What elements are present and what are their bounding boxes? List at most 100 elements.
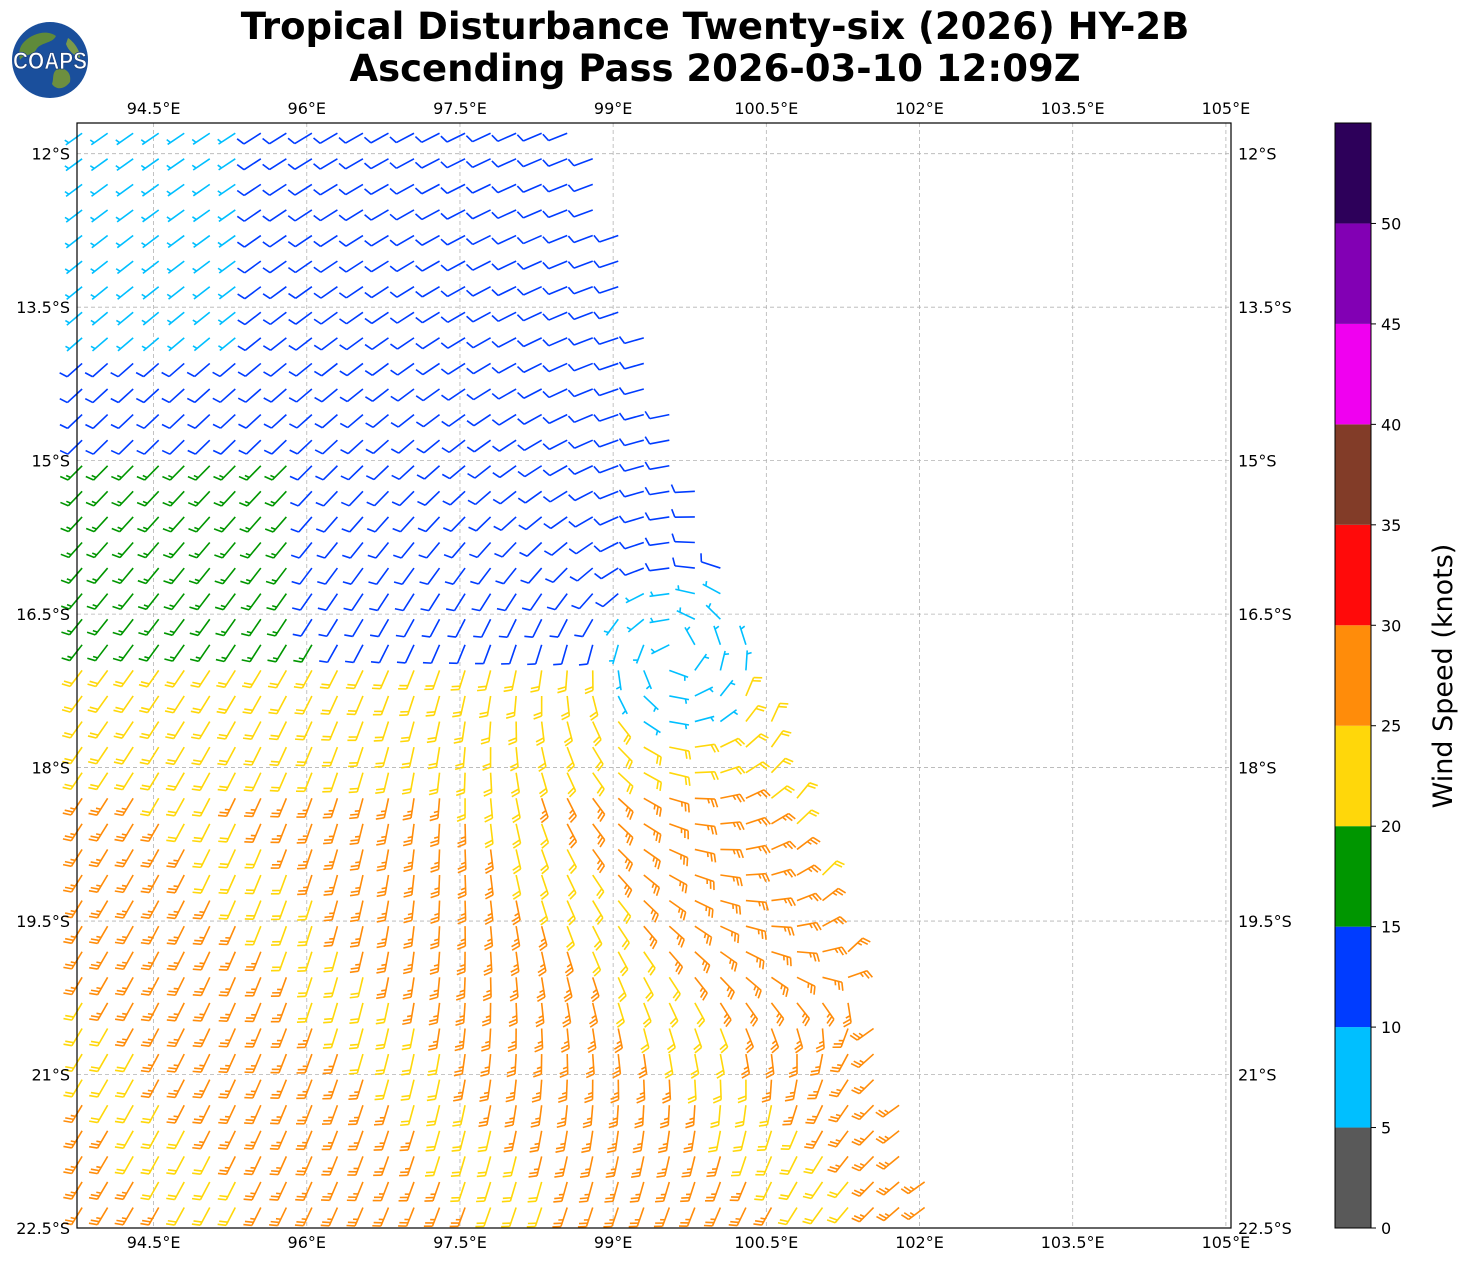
wind-barb-1127 [876,1181,900,1196]
wind-barb-655 [720,793,746,803]
wind-barb-1039 [321,1130,339,1151]
wind-barb-819 [376,951,390,974]
wind-barb-15 [440,132,466,143]
wind-barb-108 [141,260,160,275]
wind-barb-527 [268,695,288,715]
wind-barb-716 [796,836,821,851]
wind-barb-983 [557,1079,568,1104]
wind-barb-1136 [243,1207,262,1227]
wind-barb-917 [507,1028,517,1053]
lat-tick-left-1: 13.5°S [16,298,70,317]
wind-barb-233 [466,388,492,401]
wind-barb-22 [115,158,134,172]
wind-barb-76 [414,209,440,221]
wind-barb-411 [672,557,695,569]
wind-barb-177 [218,337,236,352]
wind-barb-472 [241,644,262,663]
lat-tick-right-1: 13.5°S [1238,298,1292,317]
wind-barb-33 [389,158,415,170]
wind-barb-1057 [780,1130,798,1151]
wind-barb-451 [369,618,390,638]
wind-barb-1161 [876,1206,900,1222]
wind-barb-1060 [851,1130,875,1146]
wind-barb-808 [89,951,109,970]
wind-barb-850 [376,977,390,1000]
wind-barb-588 [427,746,441,770]
lon-tick-bottom-4: 100.5°E [734,1233,798,1252]
wind-barb-1004 [270,1104,288,1125]
wind-barb-127 [64,286,83,301]
lon-ticks-bottom: 94.5°E 96°E 97.5°E 99°E 100.5°E 102°E 103.5°E 1… [127,1233,1250,1252]
wind-barb-739 [643,874,661,896]
wind-barb-528 [294,695,313,715]
wind-barb-778 [89,925,109,945]
wind-barb-1075 [399,1156,415,1177]
wind-barb-1044 [451,1130,466,1152]
wind-barb-1132 [140,1207,160,1226]
lat-tick-right-4: 18°S [1238,759,1277,778]
wind-barb-1047 [529,1130,543,1153]
wind-barb-303 [441,465,466,480]
wind-barb-406 [545,567,568,584]
wind-barb-537 [533,695,543,720]
wind-barb-626 [694,771,719,781]
wind-barb-56 [440,183,466,195]
wind-barb-191 [567,337,594,346]
wind-barb-830 [668,951,684,975]
wind-barb-818 [349,951,364,974]
wind-barb-121 [465,260,491,271]
wind-barb-129 [115,286,134,300]
colorbar-label: Wind Speed (knots) [1428,544,1459,809]
wind-barb-28 [262,158,287,171]
colorbar-tick-5: 25 [1381,717,1401,736]
wind-barb-51 [313,183,338,196]
wind-barb-617 [455,772,466,797]
wind-barb-925 [719,1028,729,1054]
wind-barb-709 [617,848,634,872]
wind-barb-1087 [706,1156,722,1178]
wind-barb-870 [89,1002,109,1022]
wind-barb-1080 [528,1156,543,1178]
wind-barb-142 [440,286,466,298]
wind-barb-461 [626,618,645,633]
lat-tick-left-5: 19.5°S [16,912,70,931]
wind-barb-1034 [192,1130,211,1150]
wind-barb-663 [166,823,185,843]
wind-barb-1014 [530,1105,543,1128]
wind-barb-169 [567,311,594,321]
wind-barb-657 [770,785,795,799]
wind-barb-11 [338,132,364,144]
wind-barb-609 [243,772,262,792]
wind-barb-228 [339,388,364,403]
wind-barb-52 [338,183,364,196]
wind-barb-245 [187,414,211,429]
wind-barb-4 [166,132,185,146]
wind-barb-980 [479,1079,492,1103]
wind-barb-1040 [347,1130,364,1151]
wind-barb-272 [263,439,287,455]
wind-barb-927 [770,1028,780,1054]
wind-barb-6 [217,132,236,145]
wind-barb-328 [467,490,492,506]
lon-tick-bottom-5: 102°E [895,1233,944,1252]
wind-barb-19 [542,132,568,142]
wind-barb-244 [161,414,185,430]
wind-barb-306 [517,465,543,478]
wind-barb-1081 [554,1156,568,1178]
wind-barb-707 [566,849,578,875]
wind-barb-97 [415,234,440,246]
wind-barb-685 [745,816,771,826]
wind-barb-703 [457,849,467,874]
wind-barb-249 [289,414,313,429]
wind-barb-792 [457,926,467,951]
wind-barb-741 [694,874,715,891]
wind-barb-80 [516,209,542,219]
wind-barb-3 [140,132,160,146]
wind-barb-17 [491,132,517,143]
wind-barb-1019 [659,1105,671,1129]
wind-barb-232 [441,388,466,401]
wind-barb-507 [450,670,466,691]
wind-barb-179 [262,337,287,351]
wind-barb-697 [296,849,313,870]
wind-barb-1110 [450,1181,466,1203]
